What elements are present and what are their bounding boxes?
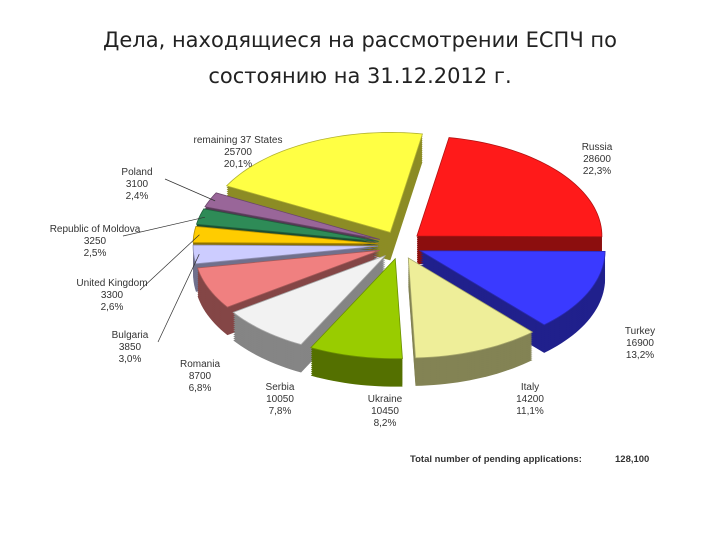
total-value: 128,100	[615, 454, 649, 465]
total-text: Total number of pending applications:	[410, 454, 582, 465]
leader-line	[139, 234, 200, 291]
slice-label: Russia	[582, 142, 613, 153]
slice-label: Serbia	[266, 382, 295, 393]
slice	[232, 255, 386, 345]
slice-percent: 2,5%	[84, 248, 107, 259]
slice	[204, 192, 380, 240]
slice-label: remaining 37 States	[194, 135, 283, 146]
slice-value: 10050	[266, 394, 294, 405]
slice	[192, 244, 379, 265]
leader-line	[122, 216, 206, 237]
slice-label: Turkey	[625, 326, 655, 337]
slice-label: Ukraine	[368, 394, 403, 405]
slice	[197, 249, 380, 308]
leader-line	[157, 254, 200, 343]
slice	[310, 257, 403, 360]
slice-value: 3250	[84, 236, 107, 247]
slice-percent: 3,0%	[119, 354, 142, 365]
slice-percent: 6,8%	[189, 383, 212, 394]
slide-title: Дела, находящиеся на рассмотрении ЕСПЧ п…	[102, 28, 617, 88]
slice-label: Bulgaria	[112, 330, 149, 341]
slice-percent: 2,6%	[101, 302, 124, 313]
slice-value: 3850	[119, 342, 142, 353]
slice-value: 14200	[516, 394, 544, 405]
slice-percent: 8,2%	[374, 418, 397, 429]
slice-value: 28600	[583, 154, 611, 165]
slice-percent: 22,3%	[583, 166, 611, 177]
slice-value: 3100	[126, 179, 149, 190]
slice	[225, 132, 423, 233]
slice-value: 10450	[371, 406, 399, 417]
slice-percent: 13,2%	[626, 350, 654, 361]
slice-value: 8700	[189, 371, 212, 382]
slice-label: United Kingdom	[76, 278, 147, 289]
slice-percent: 20,1%	[224, 159, 252, 170]
slice-label: Romania	[180, 359, 220, 370]
slice-label: Poland	[121, 167, 152, 178]
slice	[192, 226, 379, 245]
leader-line	[164, 178, 216, 202]
slice-value: 25700	[224, 147, 252, 158]
slice	[418, 250, 606, 326]
slice	[407, 257, 534, 359]
slice	[195, 208, 379, 242]
slice	[416, 137, 603, 238]
slice-percent: 11,1%	[516, 406, 544, 417]
slice-value: 3300	[101, 290, 124, 301]
slice-label: Italy	[521, 382, 539, 393]
pie	[192, 132, 606, 387]
slice-percent: 7,8%	[269, 406, 292, 417]
slice-percent: 2,4%	[126, 191, 149, 202]
slice-label: Republic of Moldova	[50, 224, 141, 235]
slice-value: 16900	[626, 338, 654, 349]
